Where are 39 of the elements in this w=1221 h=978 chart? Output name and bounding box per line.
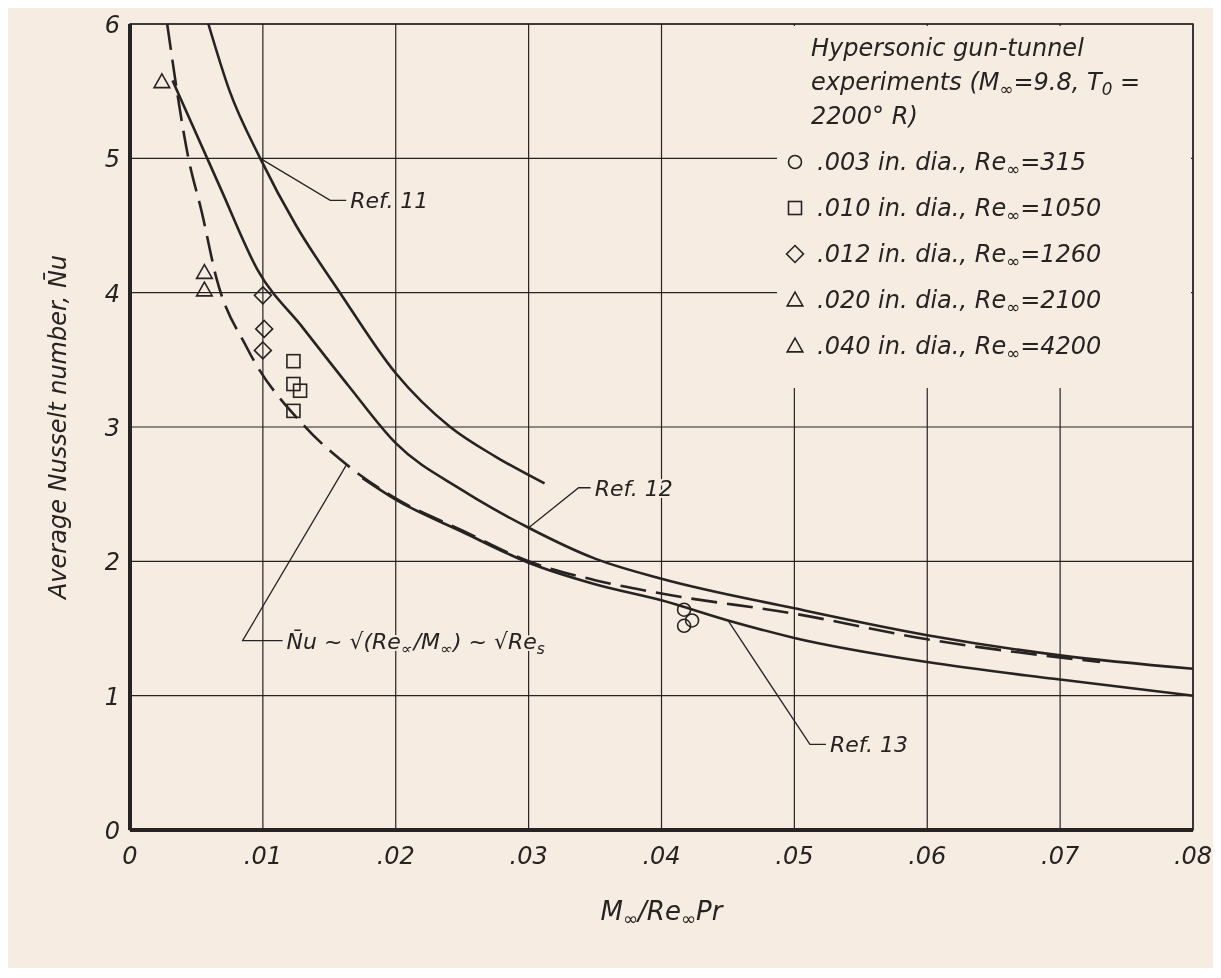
legend-label: .003 in. dia., Re$_{∞}$=315 [817, 148, 1087, 180]
y-tick-label: 1 [104, 682, 120, 711]
x-tick-label: .07 [1041, 842, 1080, 870]
y-tick-label: 6 [104, 11, 120, 39]
point [676, 618, 692, 634]
x-tick-label: .06 [908, 842, 947, 870]
point [195, 263, 214, 280]
text: Ref. 11 [350, 188, 429, 214]
y-tick-label: 2 [104, 548, 120, 577]
y-axis-title: Average Nusselt number, N̄u [42, 254, 72, 602]
y-tick-label: 5 [104, 145, 120, 174]
x-tick-label: .03 [509, 842, 548, 870]
x-tick-label: .04 [642, 842, 681, 870]
x-tick-label: .08 [1173, 842, 1213, 870]
point [253, 341, 273, 360]
point [153, 73, 171, 89]
x-tick-label: .05 [775, 842, 814, 870]
legend-label: .010 in. dia., Re$_{∞}$=1050 [817, 194, 1102, 226]
point [292, 383, 308, 399]
point [286, 403, 301, 419]
point [286, 376, 301, 392]
x-tick-label: 0 [122, 842, 138, 870]
point [195, 281, 214, 297]
x-tick-label: .01 [243, 842, 282, 870]
y-tick-label: 0 [104, 817, 120, 845]
text: Hypersonic gun-tunnel experiments (M$_{∞}$=9.8, T$_{0}$ = 2200° R) [811, 34, 1141, 130]
point [253, 286, 273, 305]
point [676, 602, 692, 617]
x-tick-label: .02 [376, 842, 415, 870]
legend-label: .012 in. dia., Re$_{∞}$=1260 [817, 240, 1102, 272]
text: Ref. 13 [829, 732, 909, 758]
y-tick-label: 3 [104, 414, 120, 442]
point [254, 319, 274, 339]
x-axis-title: M$_{∞}$/Re$_{∞}$Pr [600, 896, 725, 930]
legend-label: .040 in. dia., Re$_{∞}$=4200 [817, 332, 1102, 364]
y-tick-label: 4 [104, 279, 120, 308]
legend-label: .020 in. dia., Re$_{∞}$=2100 [817, 286, 1102, 318]
point [286, 353, 301, 369]
point [684, 613, 700, 628]
